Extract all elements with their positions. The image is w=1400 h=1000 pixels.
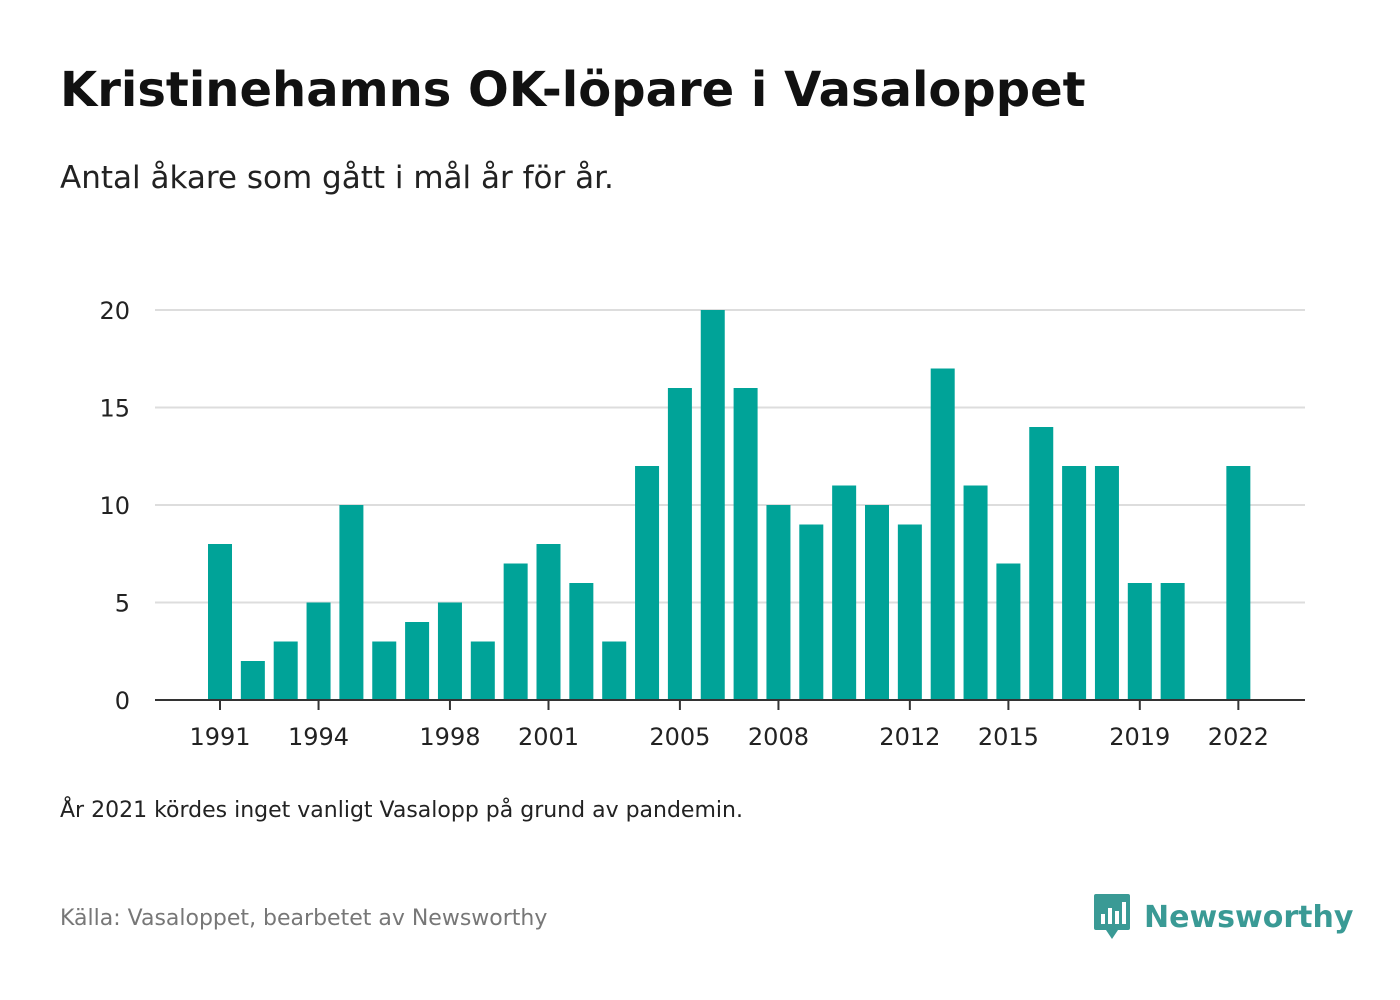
bar-2011	[865, 505, 889, 700]
footnote: År 2021 kördes inget vanligt Vasalopp på…	[60, 798, 743, 823]
bar-1997	[405, 622, 430, 700]
chart-subtitle: Antal åkare som gått i mål år för år.	[60, 160, 614, 196]
bar-2015	[996, 563, 1021, 700]
bar-1996	[372, 641, 397, 700]
bar-2013	[930, 368, 955, 700]
source-text: Källa: Vasaloppet, bearbetet av Newswort…	[60, 906, 548, 931]
x-tick-label: 1991	[189, 723, 250, 751]
x-axis-ticks: 1991 1994 1998 2001 2005 2008 2012 2015 2019 2022	[189, 700, 1269, 751]
gridlines	[155, 309, 1305, 604]
bar-2019	[1127, 583, 1152, 700]
y-axis-ticks: 0 5 10 15 20	[99, 297, 130, 715]
brand-name: Newsworthy	[1144, 899, 1354, 935]
brand-logo: Newsworthy	[1092, 892, 1353, 942]
chart-title: Kristinehamns OK-löpare i Vasaloppet	[60, 62, 1086, 118]
bar-1999	[470, 641, 495, 700]
x-tick-label: 2012	[879, 723, 940, 751]
bar-2004	[635, 466, 660, 700]
bar-2001	[536, 544, 561, 700]
x-tick-label: 2001	[518, 723, 579, 751]
bar-1995	[339, 505, 364, 700]
bar-2000	[503, 563, 528, 700]
bar-2017	[1062, 466, 1087, 700]
bar-2009	[799, 524, 824, 700]
bar-2014	[963, 485, 988, 700]
y-tick-label: 15	[99, 395, 130, 423]
bar-2005	[667, 388, 692, 700]
x-tick-label: 2022	[1208, 723, 1269, 751]
y-tick-label: 10	[99, 492, 130, 520]
x-tick-label: 2008	[748, 723, 809, 751]
bar-2006	[700, 310, 725, 700]
bar-1993	[273, 641, 298, 700]
x-tick-label: 2015	[978, 723, 1039, 751]
newsworthy-logo-icon	[1094, 894, 1130, 939]
y-tick-label: 0	[115, 687, 130, 715]
y-tick-label: 5	[115, 590, 130, 618]
bar-2010	[832, 485, 857, 700]
bar-1998	[437, 602, 462, 700]
bar-2003	[602, 641, 627, 700]
bar-2012	[897, 524, 922, 700]
x-tick-label: 2019	[1109, 723, 1170, 751]
bar-1994	[306, 602, 331, 700]
bar-2008	[766, 505, 791, 700]
bar-2007	[733, 388, 758, 700]
bar-1992	[240, 661, 265, 700]
x-tick-label: 2005	[649, 723, 710, 751]
bar-2002	[569, 583, 594, 700]
bar-2016	[1029, 427, 1054, 700]
y-tick-label: 20	[99, 297, 130, 325]
bar-2022	[1226, 466, 1251, 700]
bar-1991	[208, 544, 232, 700]
bar-2020	[1160, 583, 1185, 700]
bar-2018	[1094, 466, 1119, 700]
x-tick-label: 1998	[419, 723, 480, 751]
x-tick-label: 1994	[288, 723, 349, 751]
bars	[208, 310, 1251, 700]
bar-chart: 0 5 10 15 20 1991 1994 1998 2001 2005 2008 2012 201…	[99, 297, 1305, 751]
